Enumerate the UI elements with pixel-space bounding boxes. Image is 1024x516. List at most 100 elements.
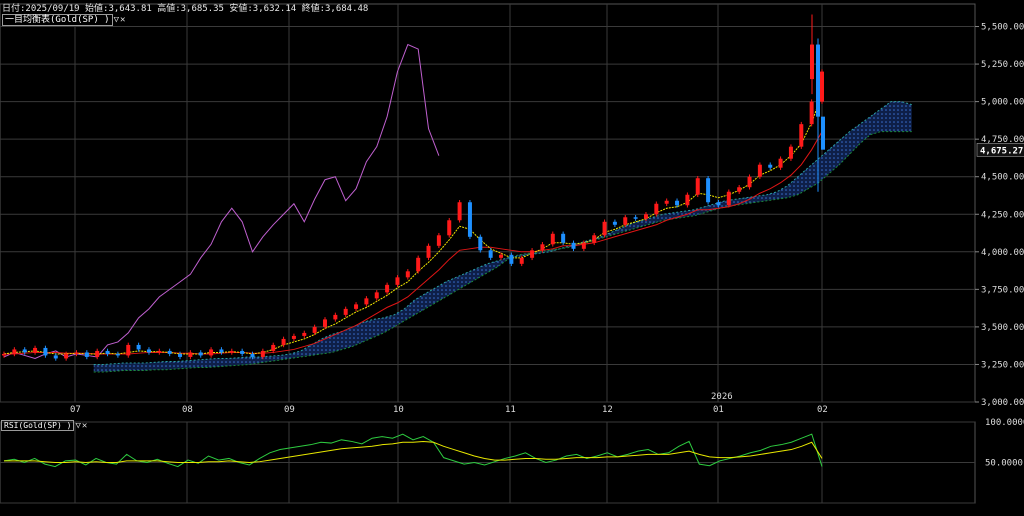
x-tick-label: 02 [817, 405, 828, 415]
candle-body [810, 44, 814, 80]
candle-body [53, 355, 58, 359]
candle-body [405, 271, 410, 278]
candle-body [250, 353, 255, 357]
x-tick-label: 08 [182, 405, 193, 415]
candle-body [2, 353, 6, 356]
x-tick-label: 09 [284, 405, 295, 415]
candle-body [571, 242, 576, 249]
candle-body [33, 347, 38, 353]
rsi-close-icon[interactable]: ✕ [81, 421, 88, 431]
chikou-span [3, 43, 440, 359]
candle-body [695, 178, 700, 195]
rsi-tick-label: 100.0000 [985, 418, 1024, 428]
candle-body [84, 352, 89, 357]
dropdown-icon[interactable]: ▽ [113, 15, 120, 25]
candle-body [685, 194, 690, 206]
rsi-tick-label: 50.0000 [985, 459, 1023, 469]
kijun-sen [4, 131, 823, 355]
price-panel: 3,000.00 3,250.00 3,500.00 3,750.00 4,000.00… [0, 3, 1024, 415]
candle-body [178, 353, 183, 357]
candle-body [799, 124, 804, 147]
candle-body [364, 298, 369, 305]
candle-body [447, 220, 452, 236]
candle-body [654, 203, 659, 215]
candle-body [271, 344, 276, 351]
senkou-span-b [93, 131, 912, 373]
candle-body [664, 200, 669, 204]
candle-body [436, 235, 441, 246]
y-tick-label: 4,000.00 [981, 248, 1024, 258]
candle-body [488, 250, 493, 258]
candle-body [12, 349, 17, 354]
candle-body [519, 257, 524, 264]
candle-body [768, 164, 773, 168]
y-tick-label: 3,250.00 [981, 360, 1024, 370]
candle-body [737, 187, 742, 192]
candle-body [188, 352, 193, 357]
candle-body [623, 217, 628, 225]
candle-body [550, 233, 555, 245]
candle-body [374, 292, 379, 299]
candle-body [509, 254, 514, 264]
candle-body [581, 242, 586, 249]
x-tick-label: 10 [393, 405, 404, 415]
ichimoku-cloud [93, 101, 912, 372]
candle-body [602, 221, 607, 236]
candle-body [105, 350, 110, 354]
candle-body [809, 101, 814, 125]
candle-body [816, 44, 820, 117]
candle-body [530, 250, 535, 258]
candle-body [64, 353, 69, 359]
close-icon[interactable]: ✕ [120, 15, 126, 25]
indicator-legend: 一目均衡表(Gold(SP) ) ▽✕ [2, 12, 126, 26]
current-price-box [976, 143, 1024, 157]
candle-body [136, 344, 141, 350]
candle-body [643, 214, 648, 219]
candle-body [322, 319, 327, 327]
candle-body [726, 191, 731, 206]
candle-body [167, 350, 172, 354]
candle-body [633, 217, 638, 219]
candle-body [312, 326, 317, 333]
candle-body [157, 350, 162, 353]
candle-body [499, 254, 504, 258]
candle-body [540, 244, 545, 251]
candle-body [43, 347, 48, 356]
candle-body [229, 350, 234, 353]
candle-body [146, 349, 151, 353]
rsi-panel: 100.0000 50.0000 [0, 418, 1024, 504]
candle-body [126, 344, 131, 356]
candle-body [240, 350, 245, 354]
candle-body [198, 352, 203, 356]
candle-body [821, 116, 825, 150]
y-tick-label: 5,000.00 [981, 98, 1024, 108]
x-tick-label: 11 [505, 405, 516, 415]
candle-body [592, 235, 597, 243]
rsi-legend: RSI(Gold(SP) ) ▽✕ [1, 420, 88, 431]
candle-body [778, 158, 783, 168]
y-tick-label: 3,750.00 [981, 285, 1024, 295]
candle-body [675, 200, 680, 206]
candle-body [416, 257, 421, 272]
rsi-label: RSI(Gold(SP) ) [1, 420, 75, 431]
candle-body [291, 335, 296, 339]
candle-body [426, 245, 431, 258]
y-tick-label: 3,500.00 [981, 323, 1024, 333]
senkou-span-a [93, 101, 912, 365]
candle-body [260, 350, 265, 357]
candle-body [716, 202, 721, 206]
indicator-label: 一目均衡表(Gold(SP) ) [2, 14, 113, 26]
candle-body [219, 349, 224, 353]
rsi-signal-line [4, 440, 823, 464]
y-tick-label: 4,750.00 [981, 135, 1024, 145]
tenkan-sen [3, 93, 823, 355]
rsi-dropdown-icon[interactable]: ▽ [75, 421, 81, 431]
candle-body [302, 332, 307, 336]
candle-body [612, 221, 617, 225]
candle-body [478, 236, 483, 251]
candle-body [115, 353, 120, 356]
x-tick-label: 07 [70, 405, 81, 415]
candle-body [281, 338, 286, 345]
candle-body [343, 308, 348, 315]
